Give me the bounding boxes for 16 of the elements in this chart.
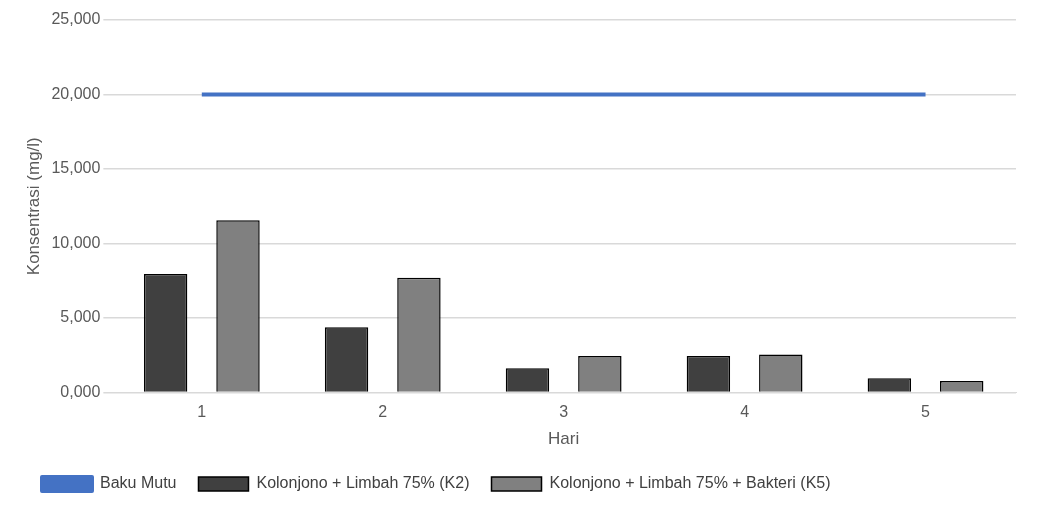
y-tick-label: 5,000 [60,308,101,326]
y-tick-label: 15,000 [51,159,101,177]
x-tick-label: 1 [197,403,207,421]
x-tick-label: 4 [740,403,750,421]
legend-label: Kolonjono + Limbah 75% (K2) [256,474,470,492]
y-tick-label: 0,000 [60,382,101,400]
legend-label: Kolonjono + Limbah 75% + Bakteri (K5) [549,474,831,492]
y-axis-title: Konsentrasi (mg/l) [23,137,43,276]
x-tick-label: 5 [921,403,931,421]
x-tick-label: 3 [559,403,569,421]
y-tick-label: 10,000 [51,233,101,251]
y-tick-label: 20,000 [51,84,101,102]
x-axis-title: Hari [548,429,580,449]
x-tick-label: 2 [378,403,388,421]
y-tick-label: 25,000 [51,10,101,28]
legend-label: Baku Mutu [100,474,177,492]
